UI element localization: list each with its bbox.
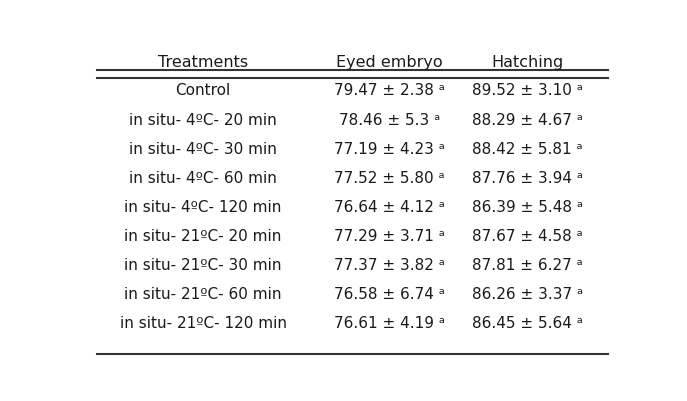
Text: 77.37 ± 3.82 ᵃ: 77.37 ± 3.82 ᵃ bbox=[334, 257, 444, 272]
Text: 76.58 ± 6.74 ᵃ: 76.58 ± 6.74 ᵃ bbox=[334, 286, 444, 302]
Text: Eyed embryo: Eyed embryo bbox=[336, 55, 442, 69]
Text: 89.52 ± 3.10 ᵃ: 89.52 ± 3.10 ᵃ bbox=[473, 83, 583, 98]
Text: 88.42 ± 5.81 ᵃ: 88.42 ± 5.81 ᵃ bbox=[473, 141, 583, 156]
Text: in situ- 21ºC- 20 min: in situ- 21ºC- 20 min bbox=[124, 229, 282, 243]
Text: in situ- 4ºC- 30 min: in situ- 4ºC- 30 min bbox=[129, 141, 277, 156]
Text: 87.81 ± 6.27 ᵃ: 87.81 ± 6.27 ᵃ bbox=[473, 257, 583, 272]
Text: 79.47 ± 2.38 ᵃ: 79.47 ± 2.38 ᵃ bbox=[334, 83, 444, 98]
Text: 86.39 ± 5.48 ᵃ: 86.39 ± 5.48 ᵃ bbox=[472, 199, 583, 214]
Text: 77.29 ± 3.71 ᵃ: 77.29 ± 3.71 ᵃ bbox=[334, 229, 444, 243]
Text: in situ- 4ºC- 60 min: in situ- 4ºC- 60 min bbox=[129, 170, 277, 185]
Text: Hatching: Hatching bbox=[492, 55, 564, 69]
Text: in situ- 21ºC- 60 min: in situ- 21ºC- 60 min bbox=[124, 286, 282, 302]
Text: 76.64 ± 4.12 ᵃ: 76.64 ± 4.12 ᵃ bbox=[334, 199, 444, 214]
Text: in situ- 4ºC- 20 min: in situ- 4ºC- 20 min bbox=[129, 112, 277, 127]
Text: Control: Control bbox=[175, 83, 231, 98]
Text: 76.61 ± 4.19 ᵃ: 76.61 ± 4.19 ᵃ bbox=[334, 316, 445, 330]
Text: in situ- 21ºC- 30 min: in situ- 21ºC- 30 min bbox=[124, 257, 282, 272]
Text: 86.45 ± 5.64 ᵃ: 86.45 ± 5.64 ᵃ bbox=[473, 316, 583, 330]
Text: 88.29 ± 4.67 ᵃ: 88.29 ± 4.67 ᵃ bbox=[473, 112, 583, 127]
Text: 78.46 ± 5.3 ᵃ: 78.46 ± 5.3 ᵃ bbox=[339, 112, 440, 127]
Text: 77.52 ± 5.80 ᵃ: 77.52 ± 5.80 ᵃ bbox=[334, 170, 444, 185]
Text: 77.19 ± 4.23 ᵃ: 77.19 ± 4.23 ᵃ bbox=[334, 141, 444, 156]
Text: in situ- 21ºC- 120 min: in situ- 21ºC- 120 min bbox=[120, 316, 286, 330]
Text: 86.26 ± 3.37 ᵃ: 86.26 ± 3.37 ᵃ bbox=[472, 286, 583, 302]
Text: Treatments: Treatments bbox=[158, 55, 248, 69]
Text: in situ- 4ºC- 120 min: in situ- 4ºC- 120 min bbox=[124, 199, 282, 214]
Text: 87.67 ± 4.58 ᵃ: 87.67 ± 4.58 ᵃ bbox=[473, 229, 583, 243]
Text: 87.76 ± 3.94 ᵃ: 87.76 ± 3.94 ᵃ bbox=[472, 170, 583, 185]
